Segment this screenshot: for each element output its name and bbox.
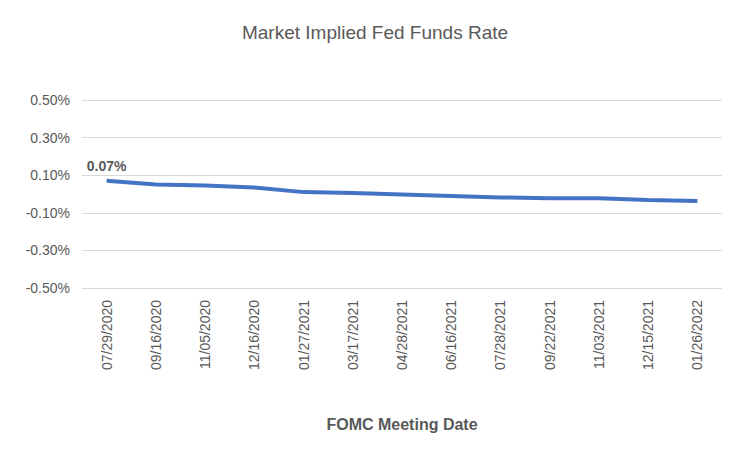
svg-text:-0.50%: -0.50% — [26, 280, 70, 296]
svg-text:-0.10%: -0.10% — [26, 205, 70, 221]
svg-text:0.07%: 0.07% — [87, 158, 127, 174]
svg-text:0.30%: 0.30% — [30, 130, 70, 146]
svg-text:0.10%: 0.10% — [30, 167, 70, 183]
svg-text:09/16/2020: 09/16/2020 — [148, 300, 164, 370]
svg-text:12/15/2021: 12/15/2021 — [640, 300, 656, 370]
svg-text:11/03/2021: 11/03/2021 — [591, 300, 607, 369]
svg-text:01/26/2022: 01/26/2022 — [689, 300, 705, 370]
svg-text:09/22/2021: 09/22/2021 — [542, 300, 558, 370]
svg-text:01/27/2021: 01/27/2021 — [296, 300, 312, 370]
svg-text:06/16/2021: 06/16/2021 — [443, 300, 459, 370]
svg-text:11/05/2020: 11/05/2020 — [197, 300, 213, 369]
svg-text:0.50%: 0.50% — [30, 92, 70, 108]
svg-text:FOMC Meeting Date: FOMC Meeting Date — [326, 416, 477, 433]
svg-text:Market Implied Fed Funds Rate: Market Implied Fed Funds Rate — [242, 22, 508, 43]
svg-text:07/28/2021: 07/28/2021 — [492, 300, 508, 370]
svg-text:07/29/2020: 07/29/2020 — [99, 300, 115, 370]
svg-text:03/17/2021: 03/17/2021 — [345, 300, 361, 370]
svg-text:04/28/2021: 04/28/2021 — [394, 300, 410, 370]
svg-text:-0.30%: -0.30% — [26, 242, 70, 258]
svg-text:12/16/2020: 12/16/2020 — [246, 300, 262, 370]
